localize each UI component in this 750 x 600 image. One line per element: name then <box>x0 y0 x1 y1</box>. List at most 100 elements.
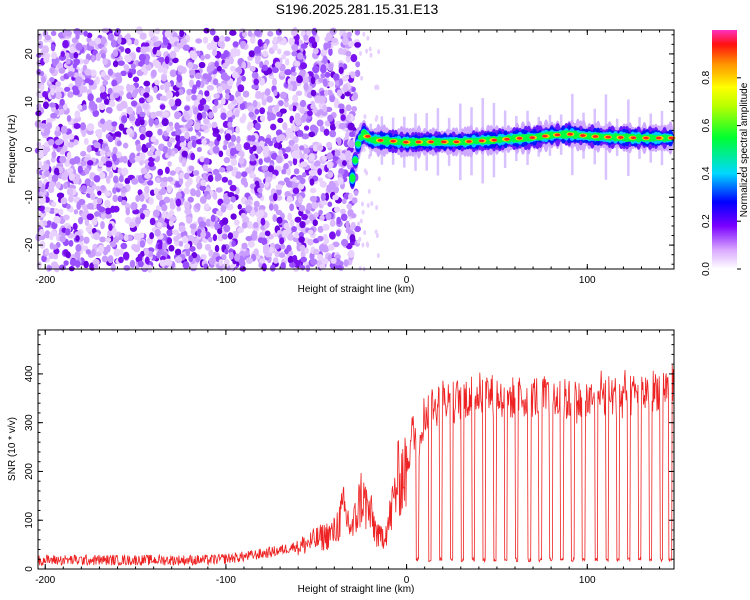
noise-cell <box>98 171 106 180</box>
noise-cell <box>161 118 169 127</box>
noise-cell <box>74 110 81 119</box>
noise-cell <box>67 167 74 174</box>
noise-cell <box>337 137 342 146</box>
noise-cell <box>346 31 352 38</box>
noise-cell <box>80 185 87 193</box>
noise-cell <box>308 153 315 162</box>
noise-cell <box>65 251 71 259</box>
noise-cell <box>92 109 100 118</box>
noise-cell <box>359 218 363 224</box>
noise-cell <box>368 46 372 52</box>
noise-cell <box>212 234 218 242</box>
noise-cell <box>67 133 75 140</box>
noise-cell <box>370 201 374 207</box>
noise-cell <box>132 76 140 83</box>
noise-cell <box>208 257 216 266</box>
snr-x-tick-label: 100 <box>579 575 596 586</box>
noise-cell <box>231 230 239 239</box>
noise-cell <box>258 158 263 166</box>
noise-cell <box>247 105 254 113</box>
noise-cell <box>93 174 101 183</box>
noise-cell <box>241 171 248 178</box>
noise-cell <box>256 146 262 155</box>
noise-cell <box>239 102 246 111</box>
noise-cell <box>83 30 89 37</box>
noise-cell <box>161 222 167 228</box>
noise-cell <box>103 98 110 105</box>
noise-cell <box>251 71 259 79</box>
noise-cell <box>222 62 229 70</box>
noise-cell <box>345 220 350 229</box>
noise-cell <box>328 47 333 57</box>
noise-cell <box>134 155 142 163</box>
noise-cell <box>181 150 188 158</box>
noise-cell <box>229 30 237 36</box>
noise-cell <box>280 244 286 250</box>
noise-cell <box>133 244 141 253</box>
noise-cell <box>77 165 83 174</box>
noise-cell <box>195 189 201 198</box>
noise-cell <box>332 73 340 81</box>
noise-cell <box>182 235 189 244</box>
noise-cell <box>176 206 182 212</box>
noise-cell <box>191 139 197 148</box>
noise-cell <box>311 201 319 209</box>
noise-cell <box>322 55 328 65</box>
noise-cell <box>365 48 369 54</box>
noise-cell <box>223 196 231 205</box>
noise-cell <box>74 251 81 259</box>
spectrogram-x-tick-label: 0 <box>404 275 410 286</box>
noise-cell <box>327 201 333 207</box>
noise-cell <box>300 264 306 271</box>
noise-cell <box>354 42 362 48</box>
noise-cell <box>220 72 228 81</box>
noise-cell <box>113 248 121 257</box>
noise-cell <box>359 51 363 57</box>
noise-cell <box>303 147 311 154</box>
noise-cell <box>167 161 172 167</box>
noise-cell <box>320 110 328 117</box>
noise-cell <box>58 108 65 115</box>
noise-cell <box>160 73 168 82</box>
noise-cell <box>63 214 70 221</box>
noise-cell <box>363 114 367 120</box>
noise-cell <box>252 100 258 108</box>
noise-cell <box>60 197 68 205</box>
noise-cell <box>169 35 174 45</box>
noise-cell <box>300 250 306 259</box>
noise-cell <box>174 248 182 256</box>
noise-cell <box>120 70 127 77</box>
noise-cell <box>165 258 173 266</box>
noise-cell <box>193 100 200 106</box>
noise-cell <box>215 187 223 193</box>
noise-cell <box>211 121 218 129</box>
noise-cell <box>192 170 200 176</box>
noise-cell <box>313 212 319 218</box>
noise-cell <box>327 114 334 122</box>
noise-cell <box>321 244 329 253</box>
noise-cell <box>149 232 155 240</box>
noise-cell <box>263 42 268 50</box>
noise-cell <box>121 103 128 109</box>
noise-cell <box>65 58 71 65</box>
noise-cell <box>202 172 207 181</box>
noise-cell <box>187 119 194 126</box>
noise-cell <box>98 102 106 111</box>
noise-cell <box>126 38 132 46</box>
snr-line <box>37 364 675 567</box>
noise-cell <box>154 27 161 35</box>
noise-cell <box>280 262 286 270</box>
noise-cell <box>200 124 209 131</box>
noise-cell <box>292 157 298 166</box>
noise-cell <box>162 38 169 46</box>
band-core <box>592 135 599 138</box>
noise-cell <box>354 69 361 78</box>
chart-title: S196.2025.281.15.31.E13 <box>276 1 439 17</box>
noise-cell <box>49 230 57 237</box>
noise-cell <box>248 50 255 58</box>
noise-cell <box>250 171 255 179</box>
noise-cell <box>186 88 193 96</box>
noise-cell <box>168 244 175 252</box>
noise-cell <box>228 57 234 65</box>
